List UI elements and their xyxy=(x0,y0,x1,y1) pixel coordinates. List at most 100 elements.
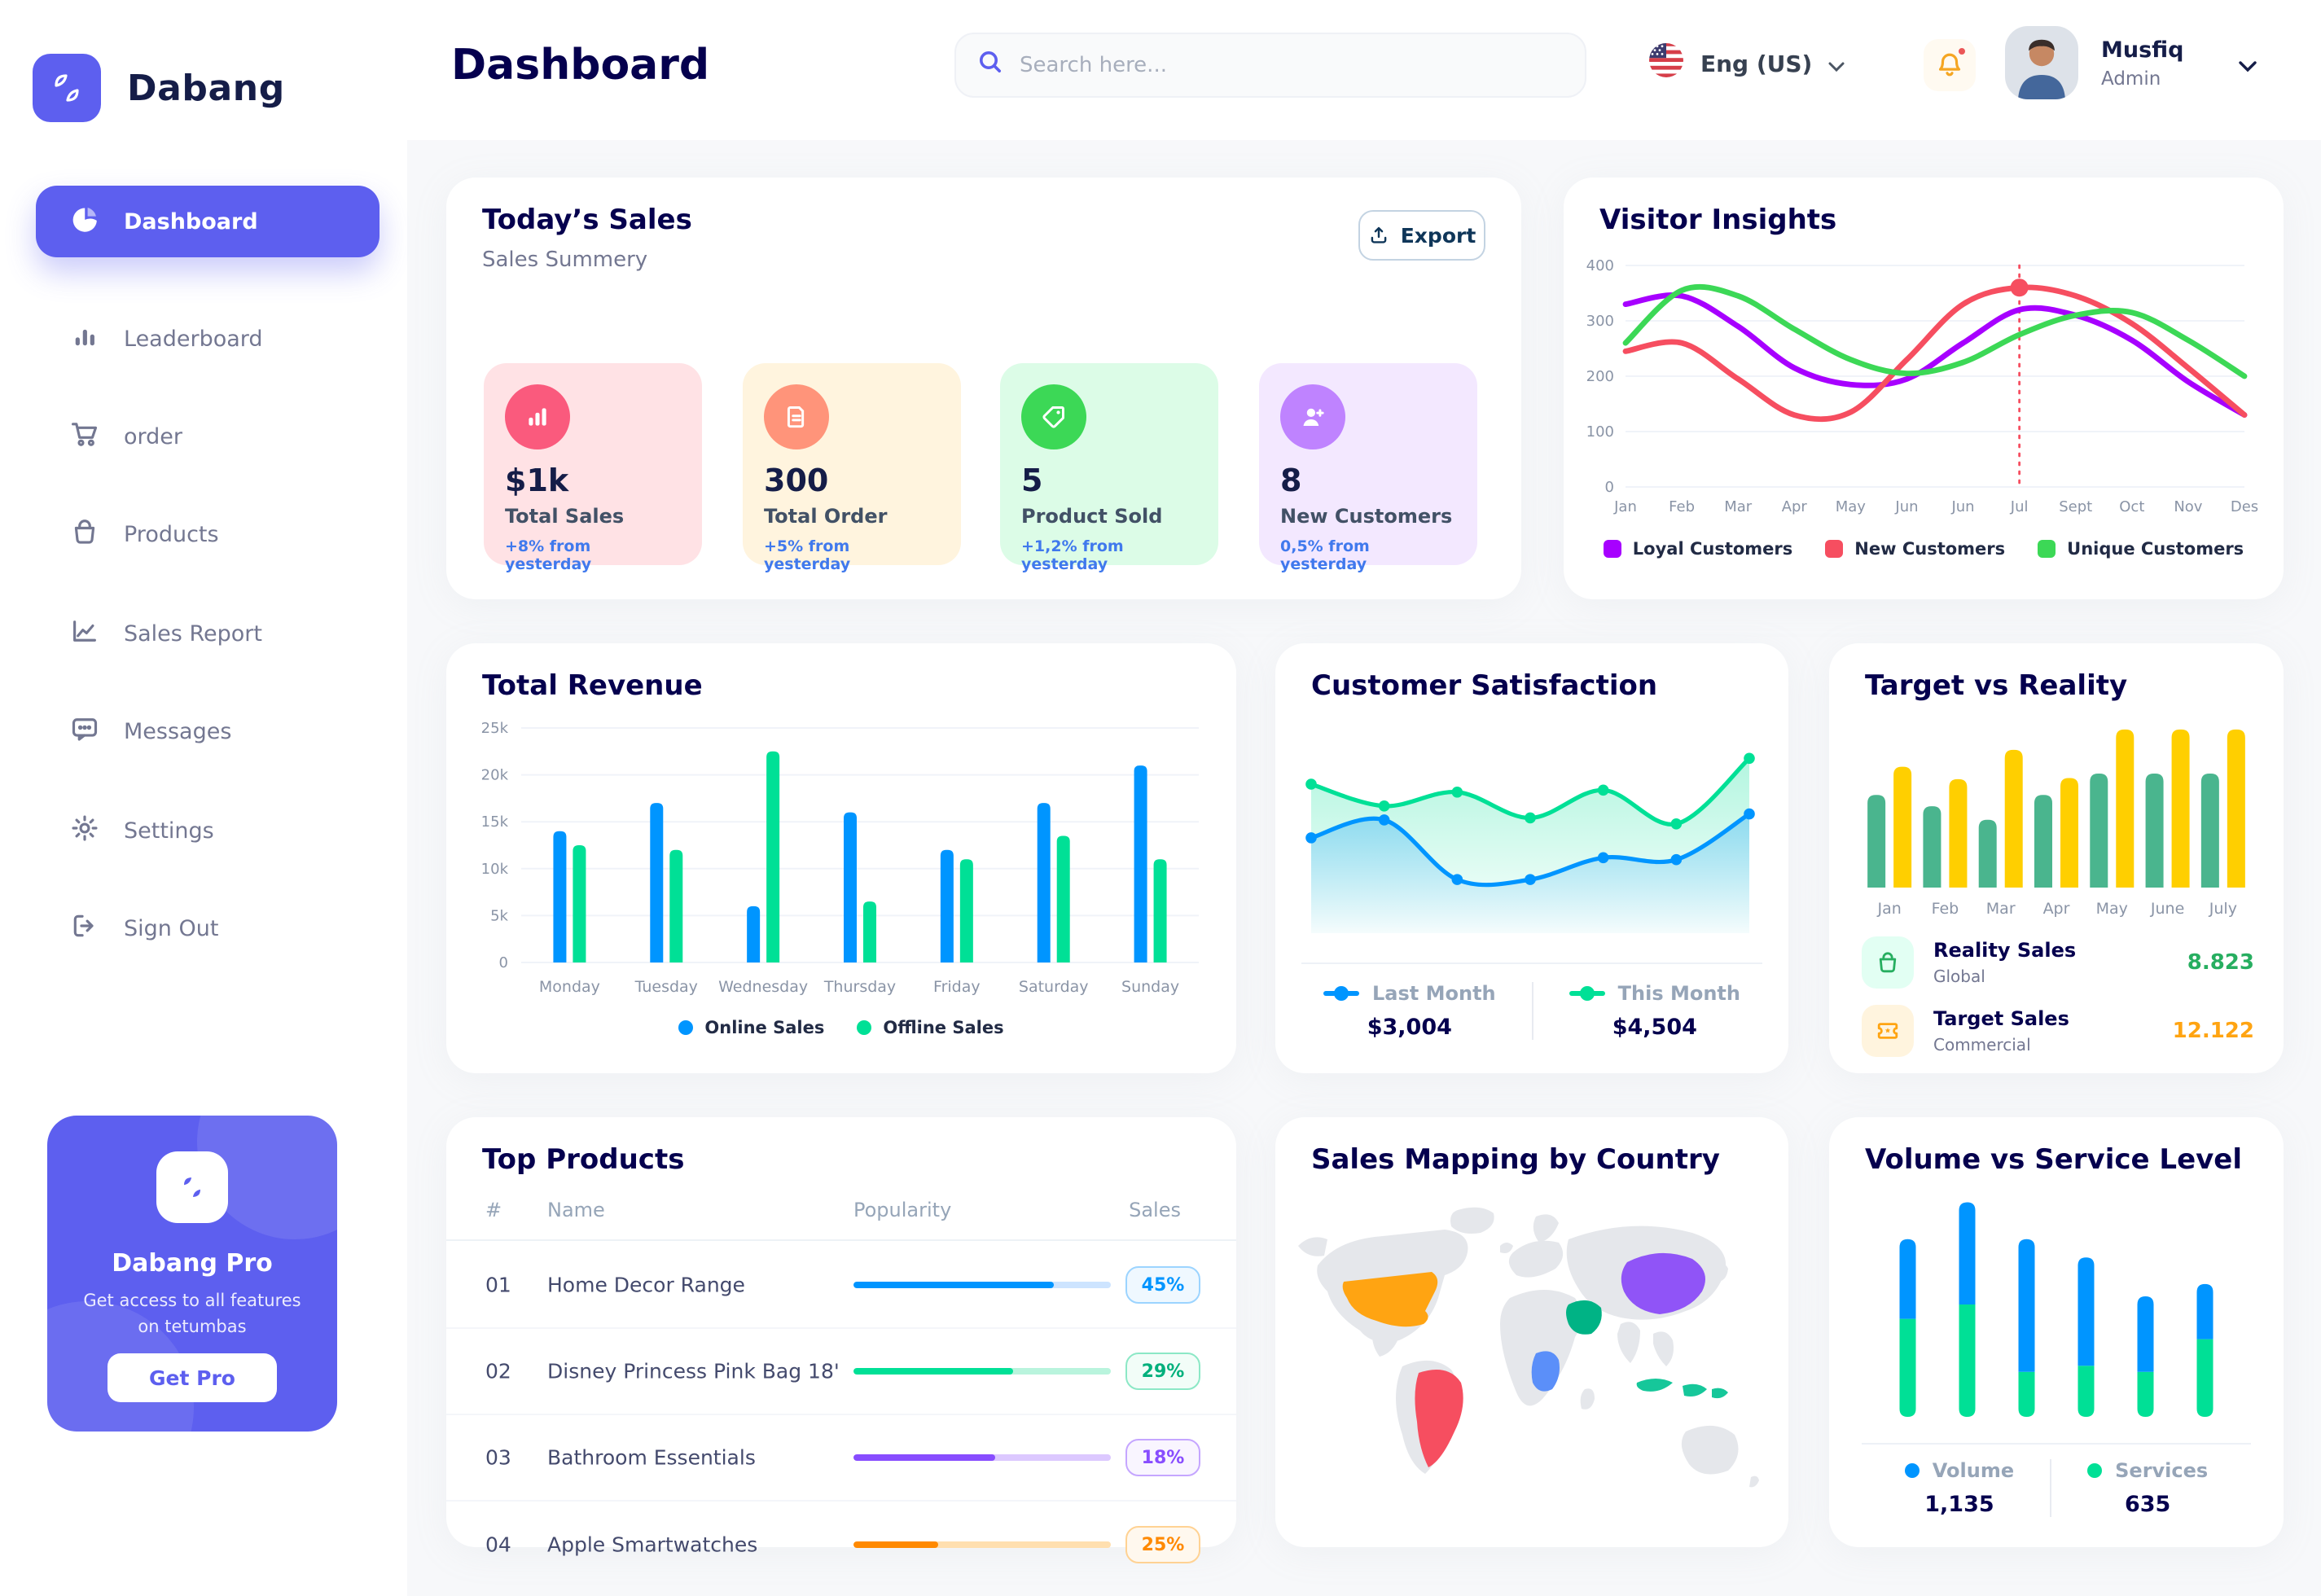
legend-value: 8.823 xyxy=(2187,950,2254,975)
legend-label: Reality Sales xyxy=(1933,939,2077,962)
table-row: 02 Disney Princess Pink Bag 18' 29% xyxy=(446,1329,1236,1415)
stat-label: Product Sold xyxy=(1021,505,1163,528)
export-button[interactable]: Export xyxy=(1358,210,1485,261)
legend-label: Loyal Customers xyxy=(1632,539,1793,559)
shopping-bag-icon xyxy=(70,517,99,552)
column-header: Name xyxy=(547,1199,605,1221)
svg-text:Nov: Nov xyxy=(2174,498,2202,515)
popularity-bar xyxy=(853,1368,1111,1375)
brand-name: Dabang xyxy=(127,67,285,109)
export-label: Export xyxy=(1400,223,1476,248)
target-sales-legend: Target Sales Commercial 12.122 xyxy=(1862,998,2254,1063)
svg-text:400: 400 xyxy=(1586,257,1614,274)
reality-sales-legend: Reality Sales Global 8.823 xyxy=(1862,930,2254,995)
stat-delta: 0,5% from yesterday xyxy=(1280,537,1370,573)
svg-text:Feb: Feb xyxy=(1932,900,1959,918)
svg-text:Des: Des xyxy=(2231,498,2258,515)
customer-satisfaction-chart xyxy=(1301,718,1762,946)
svg-text:Jun: Jun xyxy=(1950,498,1974,515)
line-chart-icon xyxy=(70,616,99,651)
sidebar-item-leaderboard[interactable]: Leaderboard xyxy=(36,303,380,375)
country-brazil xyxy=(1415,1370,1463,1467)
visitor-insights-legend: Loyal Customers New Customers Unique Cus… xyxy=(1564,539,2284,559)
popularity-bar xyxy=(853,1282,1111,1288)
sales-badge: 45% xyxy=(1125,1266,1200,1304)
get-pro-button[interactable]: Get Pro xyxy=(107,1353,277,1402)
svg-text:Jan: Jan xyxy=(1876,900,1901,918)
svg-text:July: July xyxy=(2209,900,2237,918)
legend-label: Services xyxy=(2115,1459,2209,1482)
svg-text:10k: 10k xyxy=(481,861,509,878)
svg-text:Friday: Friday xyxy=(933,978,981,996)
stat-card-new-customers: 8 New Customers 0,5% from yesterday xyxy=(1259,363,1477,573)
svg-text:Jan: Jan xyxy=(1613,498,1637,515)
legend-sublabel: Global xyxy=(1933,967,1985,986)
sidebar-item-dashboard[interactable]: Dashboard xyxy=(36,186,380,257)
export-icon xyxy=(1371,226,1387,243)
sidebar-item-sales-report[interactable]: Sales Report xyxy=(36,598,380,669)
table-row: 04 Apple Smartwatches 25% xyxy=(446,1502,1236,1588)
sales-badge: 18% xyxy=(1125,1439,1200,1476)
language-selector[interactable]: Eng (US) xyxy=(1648,42,1845,85)
user-plus-icon xyxy=(1280,384,1345,449)
language-label: Eng (US) xyxy=(1700,50,1813,77)
visitor-insights-title: Visitor Insights xyxy=(1599,204,1837,236)
svg-text:25k: 25k xyxy=(481,720,509,737)
sidebar-item-sign-out[interactable]: Sign Out xyxy=(36,892,380,964)
svg-text:May: May xyxy=(1836,498,1867,515)
sidebar-item-order[interactable]: order xyxy=(36,401,380,472)
svg-text:100: 100 xyxy=(1586,423,1614,441)
chevron-down-icon[interactable] xyxy=(2238,49,2257,80)
notifications-button[interactable] xyxy=(1924,39,1976,91)
promo-title: Dabang Pro xyxy=(112,1249,273,1278)
sign-out-icon xyxy=(70,911,99,946)
product-name: Home Decor Range xyxy=(547,1273,745,1297)
total-revenue-chart: 0 5k 10k 15k 20k 25k Monday Tuesday Wednesday Thu… xyxy=(466,715,1212,1002)
avatar[interactable] xyxy=(2005,26,2078,99)
svg-text:Apr: Apr xyxy=(2043,900,2070,918)
legend-item-volume: Volume 1,135 xyxy=(1869,1459,2050,1517)
svg-text:Mar: Mar xyxy=(1986,900,2016,918)
total-revenue-legend: Online Sales Offline Sales xyxy=(446,1018,1236,1037)
sidebar-item-settings[interactable]: Settings xyxy=(36,795,380,866)
sidebar-item-label: Sign Out xyxy=(124,915,219,941)
visitor-insights-chart: 0 100 200 300 400 Jan Feb Mar Apr May Jun Jun Jul Sep… xyxy=(1577,249,2267,520)
sidebar-item-products[interactable]: Products xyxy=(36,498,380,570)
promo-card: Dabang Pro Get access to all features on… xyxy=(47,1116,337,1432)
sidebar-item-label: order xyxy=(124,423,182,449)
dashboard-pie-icon xyxy=(70,204,99,239)
legend-label: Unique Customers xyxy=(2067,539,2244,559)
product-name: Apple Smartwatches xyxy=(547,1532,758,1557)
visitor-insights-card: Visitor Insights 0 100 200 300 400 Jan Feb Mar A… xyxy=(1564,178,2284,599)
country-saudi-arabia xyxy=(1566,1300,1602,1335)
legend-label: Last Month xyxy=(1372,982,1496,1005)
customer-satisfaction-legend: Last Month $3,004 This Month $4,504 xyxy=(1275,982,1788,1040)
legend-value: $4,504 xyxy=(1612,1015,1697,1040)
stat-value: 5 xyxy=(1021,463,1043,498)
today-sales-subtitle: Sales Summery xyxy=(482,248,648,272)
popularity-bar xyxy=(853,1541,1111,1548)
svg-text:0: 0 xyxy=(1605,479,1614,496)
customer-satisfaction-title: Customer Satisfaction xyxy=(1311,669,1658,702)
legend-item: New Customers xyxy=(1825,539,2005,559)
sales-mapping-card: Sales Mapping by Country xyxy=(1275,1117,1788,1547)
svg-text:Apr: Apr xyxy=(1782,498,1808,515)
total-revenue-title: Total Revenue xyxy=(482,669,703,702)
row-number: 04 xyxy=(485,1532,511,1557)
sidebar-item-label: Products xyxy=(124,521,219,547)
svg-text:May: May xyxy=(2096,900,2128,918)
today-sales-card: Today’s Sales Sales Summery Export $1k T… xyxy=(446,178,1521,599)
sales-mapping-title: Sales Mapping by Country xyxy=(1311,1143,1720,1176)
world-map xyxy=(1298,1207,1759,1488)
legend-swatch xyxy=(678,1020,694,1035)
product-tag-icon xyxy=(1021,384,1086,449)
sidebar: Dabang Dashboard Leaderboard order Produ… xyxy=(0,0,407,1596)
legend-value: $3,004 xyxy=(1367,1015,1452,1040)
gear-icon xyxy=(70,813,99,848)
dabang-logo-icon xyxy=(33,54,101,122)
product-name: Bathroom Essentials xyxy=(547,1445,756,1470)
legend-swatch xyxy=(2087,1463,2103,1478)
us-flag-icon xyxy=(1648,42,1684,85)
search-input[interactable] xyxy=(1020,53,1564,77)
sidebar-item-messages[interactable]: Messages xyxy=(36,695,380,767)
